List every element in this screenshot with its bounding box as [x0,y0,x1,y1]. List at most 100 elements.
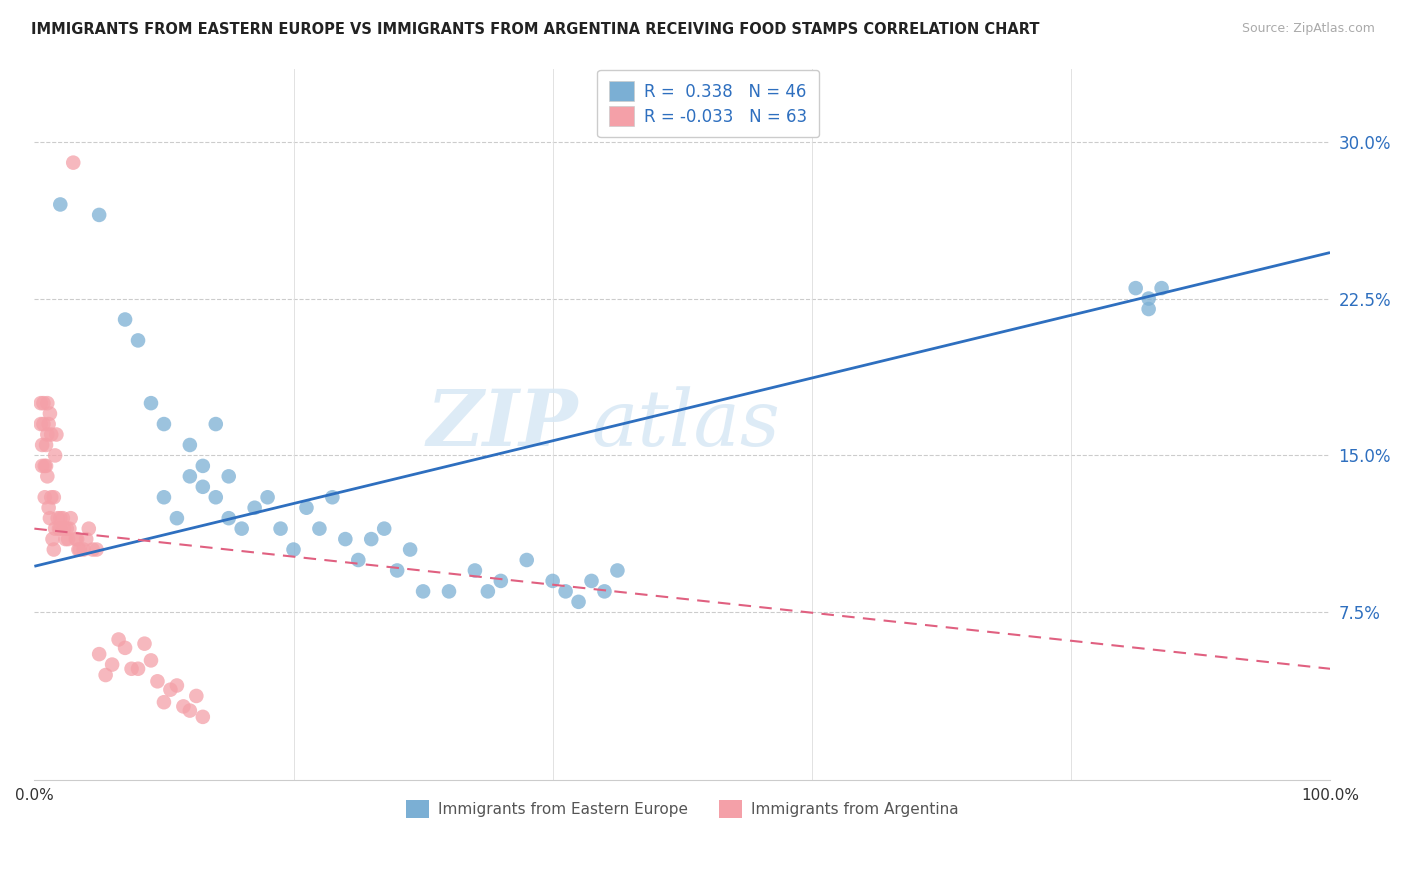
Point [58,522,80,536]
Point [1125,281,1147,295]
Point [66,532,89,546]
Text: atlas: atlas [592,386,780,462]
Point [34,458,56,473]
Point [77,522,100,536]
Point [139,653,162,667]
Point [270,522,292,536]
Point [37,469,59,483]
Point [139,396,162,410]
Point [37,427,59,442]
Point [107,632,129,647]
Point [127,334,149,348]
Point [67,542,90,557]
Point [59,511,82,525]
Point [385,564,408,578]
Point [464,564,486,578]
Point [30,396,52,410]
Point [146,674,169,689]
Point [191,458,214,473]
Point [295,500,318,515]
Point [34,490,56,504]
Point [69,542,91,557]
Point [31,438,53,452]
Point [283,542,305,557]
Point [489,574,512,588]
Point [308,522,330,536]
Point [35,438,58,452]
Point [159,682,181,697]
Point [373,522,395,536]
Point [86,542,108,557]
Point [39,407,62,421]
Point [166,678,188,692]
Point [49,511,72,525]
Point [55,532,77,546]
Point [516,553,538,567]
Point [38,417,60,431]
Point [114,640,136,655]
Point [30,417,52,431]
Point [567,595,589,609]
Point [39,490,62,504]
Point [347,553,370,567]
Point [38,500,60,515]
Point [231,522,253,536]
Point [218,469,240,483]
Point [49,197,72,211]
Point [335,532,357,546]
Point [121,662,143,676]
Text: Source: ZipAtlas.com: Source: ZipAtlas.com [1241,22,1375,36]
Point [1150,281,1173,295]
Point [321,490,343,504]
Point [45,427,67,442]
Point [153,417,176,431]
Point [191,710,214,724]
Point [39,511,62,525]
Point [1137,292,1160,306]
Point [72,542,94,557]
Point [82,542,104,557]
Point [1137,301,1160,316]
Point [179,704,201,718]
Point [52,511,75,525]
Point [44,522,66,536]
Point [179,469,201,483]
Point [360,532,382,546]
Point [65,532,87,546]
Point [134,637,156,651]
Point [541,574,564,588]
Point [191,480,214,494]
Point [581,574,603,588]
Point [32,396,55,410]
Point [593,584,616,599]
Point [204,490,226,504]
Point [554,584,576,599]
Point [166,511,188,525]
Point [37,396,59,410]
Point [89,208,111,222]
Point [42,490,65,504]
Point [31,458,53,473]
Text: IMMIGRANTS FROM EASTERN EUROPE VS IMMIGRANTS FROM ARGENTINA RECEIVING FOOD STAMP: IMMIGRANTS FROM EASTERN EUROPE VS IMMIGR… [31,22,1039,37]
Point [606,564,628,578]
Point [179,438,201,452]
Point [243,500,266,515]
Point [477,584,499,599]
Point [32,417,55,431]
Point [412,584,434,599]
Legend: Immigrants from Eastern Europe, Immigrants from Argentina: Immigrants from Eastern Europe, Immigran… [398,792,966,825]
Point [75,532,97,546]
Point [218,511,240,525]
Point [153,695,176,709]
Point [35,458,58,473]
Point [89,647,111,661]
Point [437,584,460,599]
Point [256,490,278,504]
Point [186,689,208,703]
Point [56,532,79,546]
Point [101,657,124,672]
Point [39,427,62,442]
Point [172,699,194,714]
Point [62,155,84,169]
Point [55,522,77,536]
